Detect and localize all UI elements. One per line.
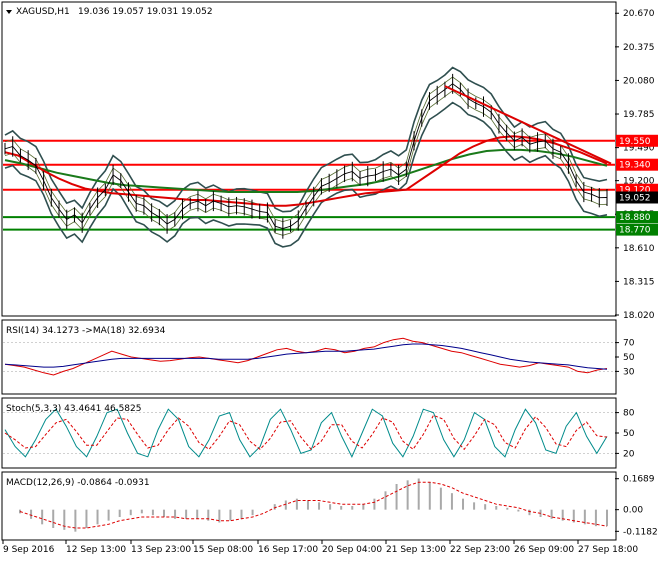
price-tick-label: 19.200: [623, 177, 655, 187]
price-tick-label: 18.610: [623, 244, 655, 254]
level-label-4-text: 18.770: [619, 226, 651, 236]
rsi-tick-label: 50: [623, 353, 635, 363]
level-label-1-box: [616, 158, 658, 171]
level-labels: 19.550 19.340 19.120 18.880 18.770 19.052: [616, 134, 658, 236]
level-label-2-text: 19.120: [619, 186, 651, 196]
stoch-tick-label: 20: [623, 449, 635, 459]
macd-lines: [19, 478, 608, 532]
time-tick-label: 21 Sep 13:00: [386, 545, 446, 555]
time-tick-label: 22 Sep 23:00: [450, 545, 510, 555]
macd-title: MACD(12,26,9) -0.0864 -0.0931: [6, 478, 150, 488]
macd-tick-label: 0.1689: [623, 475, 655, 485]
stoch-tick-label: 80: [623, 409, 635, 419]
stoch-signal-line: [4, 414, 608, 451]
time-tick-label: 27 Sep 18:00: [578, 545, 638, 555]
level-label-0-box: [616, 134, 658, 147]
instrument-title: XAGUSD,H1: [16, 7, 70, 17]
level-label-3-box: [616, 211, 658, 224]
band-lower: [4, 101, 608, 248]
descending-trendline: [444, 85, 612, 165]
price-series: [4, 73, 608, 239]
time-tick-label: 15 Sep 08:00: [193, 545, 253, 555]
price-tick-label: 19.490: [623, 144, 655, 154]
price-tick-label: 20.375: [623, 43, 655, 53]
rsi-lines: [3, 337, 615, 376]
time-tick-label: 9 Sep 2016: [3, 545, 55, 555]
time-tick-label: 16 Sep 17:00: [258, 545, 318, 555]
stoch-title: Stoch(5,3,3) 43.4641 46.5825: [6, 404, 141, 414]
level-label-4-box: [616, 223, 658, 236]
price-line: [4, 83, 608, 229]
macd-tick-label: -0.1182: [623, 527, 658, 537]
price-tick-label: 19.785: [623, 110, 655, 120]
level-lines: [3, 139, 615, 231]
rsi-tick-label: 70: [623, 339, 635, 349]
time-tick-label: 20 Sep 04:00: [322, 545, 382, 555]
time-tick-label: 12 Sep 13:00: [66, 545, 126, 555]
macd-signal-line: [19, 481, 608, 529]
price-tick-label: 18.315: [623, 277, 655, 287]
stoch-tick-label: 50: [623, 429, 635, 439]
level-label-0-text: 19.550: [619, 137, 651, 147]
rsi-signal-line: [4, 343, 608, 370]
rsi-tick-label: 30: [623, 367, 635, 377]
time-tick-label: 26 Sep 09:00: [514, 545, 574, 555]
current-price-label-box: [616, 191, 658, 204]
rsi-title: RSI(14) 34.1273 ->MA(18) 32.6934: [6, 326, 166, 336]
collapse-triangle-icon[interactable]: [6, 10, 12, 14]
level-label-1-text: 19.340: [619, 161, 651, 171]
time-axis: 9 Sep 2016 12 Sep 13:00 13 Sep 23:00 15 Sep…: [2, 540, 638, 555]
price-tick-label: 20.670: [623, 9, 655, 19]
time-tick-label: 13 Sep 23:00: [131, 545, 191, 555]
price-tick-label: 18.020: [623, 311, 655, 321]
indicator-axes: 70 50 30 80 50 20 0.1689 0.00 -0.1182: [615, 339, 658, 537]
stoch-main-line: [4, 408, 608, 458]
stoch-lines: [3, 408, 615, 458]
current-price-label-text: 19.052: [619, 193, 651, 203]
macd-panel: [1, 471, 617, 541]
macd-tick-label: 0.00: [623, 506, 643, 516]
ma-green-line: [4, 148, 608, 193]
ohlc-values: 19.036 19.057 19.031 19.052: [78, 7, 213, 17]
price-tick-label: 20.080: [623, 76, 655, 86]
level-label-3-text: 18.880: [619, 213, 651, 223]
trendline: [444, 85, 612, 165]
